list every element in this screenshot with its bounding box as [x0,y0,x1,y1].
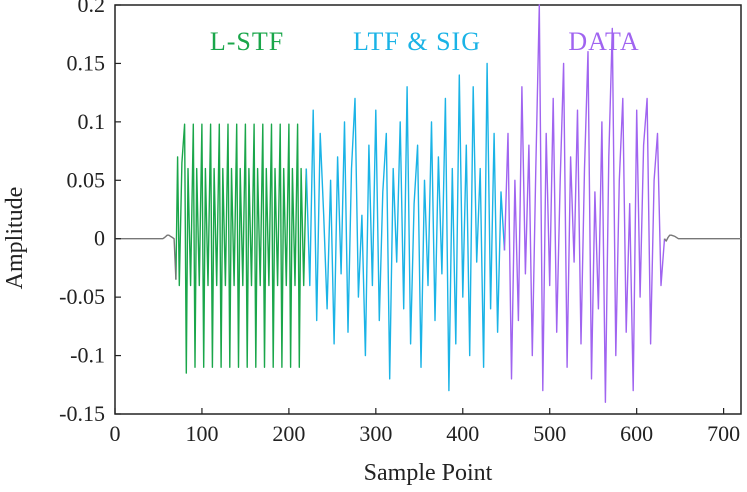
series-line-3 [115,234,177,280]
x-axis-title: Sample Point [364,460,493,486]
y-tick-label: -0.1 [70,343,105,368]
y-tick-label: -0.15 [59,401,105,426]
y-tick-label: 0 [94,226,105,251]
y-tick-label: 0.05 [67,167,106,192]
ticks-layer: 0 100 200 300 400 500 600 7000.20.150.10.050-0.… [59,0,740,446]
x-tick-label: 0 [110,421,121,446]
x-tick-label: 200 [272,421,305,446]
segment-label-data: DATA [568,27,639,56]
y-axis-title: Amplitude [2,187,28,290]
y-tick-label: -0.05 [59,284,105,309]
y-tick-label: 0.1 [78,109,106,134]
x-tick-label: 600 [620,421,653,446]
segment-label-lstf: L-STF [210,27,284,56]
series-line-0 [175,123,307,374]
series-line-4 [663,234,741,242]
series-line-2 [503,4,666,403]
x-tick-label: 700 [707,421,740,446]
x-tick-label: 400 [446,421,479,446]
x-tick-label: 300 [359,421,392,446]
x-tick-label: 500 [533,421,566,446]
series-line-1 [305,62,506,392]
x-tick-label: 100 [185,421,218,446]
y-tick-label: 0.2 [78,0,106,17]
y-tick-label: 0.15 [67,50,106,75]
series-layer [115,4,741,403]
segment-label-ltf-sig: LTF & SIG [353,27,481,56]
